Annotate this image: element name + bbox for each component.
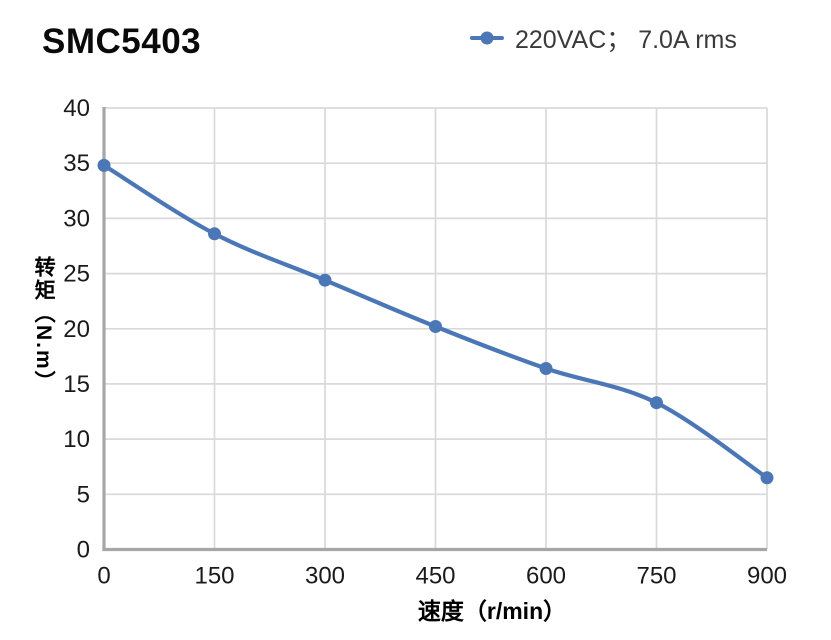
- data-point-marker: [208, 227, 221, 241]
- y-tick-label: 25: [63, 261, 90, 288]
- data-point-marker: [97, 158, 111, 172]
- chart-title: SMC5403: [42, 22, 202, 61]
- x-tick-label: 750: [636, 563, 676, 590]
- y-tick-label: 40: [63, 95, 90, 122]
- legend-line-marker-icon: [470, 31, 504, 45]
- legend-label: 220VAC； 7.0A rms: [515, 26, 737, 54]
- data-point-marker: [429, 320, 442, 333]
- y-tick-label: 5: [77, 481, 90, 508]
- legend-dot-icon: [480, 31, 494, 45]
- x-axis-title: 速度（r/min）: [417, 598, 567, 624]
- data-point-marker: [318, 273, 332, 287]
- y-axis-title: 转矩（N.m）: [32, 256, 56, 394]
- y-tick-label: 10: [63, 426, 90, 453]
- y-tick-label: 30: [63, 205, 90, 232]
- x-tick-label: 0: [97, 563, 110, 590]
- y-tick-label: 20: [63, 316, 90, 343]
- data-point-marker: [539, 362, 553, 375]
- x-tick-label: 300: [305, 563, 345, 590]
- x-tick-label: 900: [747, 563, 787, 590]
- y-tick-label: 35: [63, 150, 90, 177]
- x-tick-label: 600: [526, 563, 566, 590]
- x-tick-label: 150: [194, 563, 234, 590]
- legend: 220VAC； 7.0A rms: [470, 22, 737, 54]
- x-tick-label: 450: [415, 563, 455, 590]
- data-point-marker: [760, 471, 774, 485]
- y-tick-label: 15: [63, 371, 90, 398]
- y-tick-label: 0: [77, 537, 90, 564]
- data-point-marker: [650, 396, 663, 410]
